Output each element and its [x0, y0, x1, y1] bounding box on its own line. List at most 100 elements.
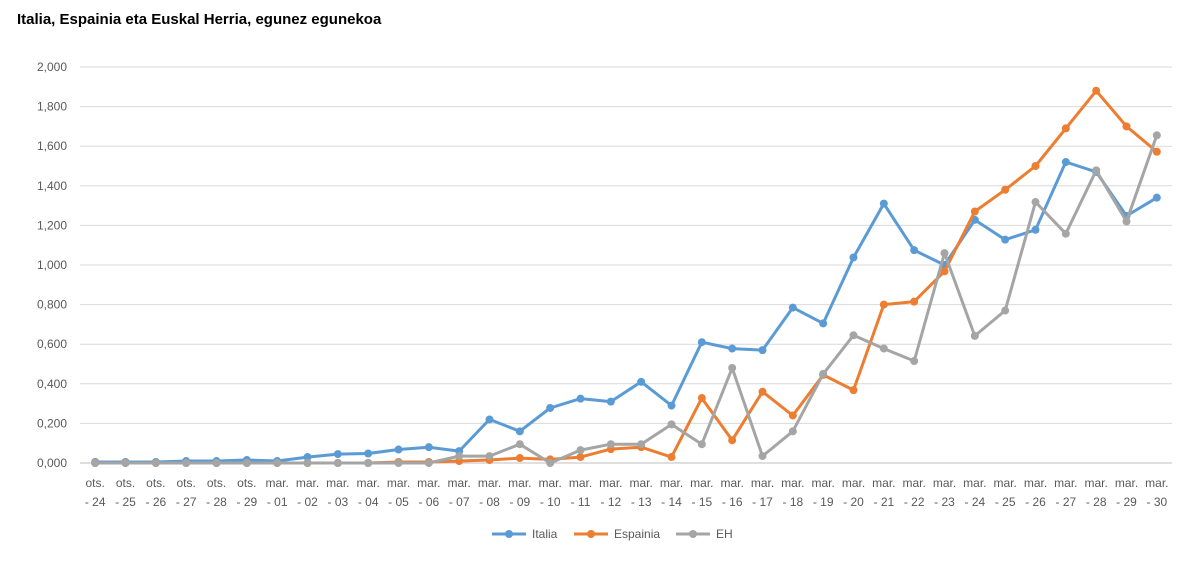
x-tick-label: - 02: [297, 495, 318, 509]
data-point: [515, 440, 524, 449]
data-point: [637, 377, 646, 386]
x-tick-label: - 06: [418, 495, 439, 509]
x-tick-label: mar.: [569, 476, 592, 490]
x-tick-label: mar.: [326, 476, 349, 490]
x-tick-label: mar.: [933, 476, 956, 490]
data-point: [1061, 124, 1070, 133]
x-tick-label: ots.: [176, 476, 195, 490]
legend-label: Espainia: [614, 527, 660, 541]
data-point: [819, 319, 828, 328]
data-point: [121, 459, 130, 467]
data-point: [910, 297, 919, 306]
x-tick-label: ots.: [207, 476, 226, 490]
x-tick-label: - 07: [449, 495, 470, 509]
x-tick-label: - 04: [358, 495, 379, 509]
data-point: [1122, 217, 1131, 226]
x-tick-label: - 25: [115, 495, 136, 509]
data-point: [849, 253, 858, 262]
series-line: [95, 160, 1158, 464]
data-point: [333, 459, 342, 467]
data-point: [788, 303, 797, 312]
data-point: [1031, 198, 1040, 207]
data-point: [788, 427, 797, 436]
legend-marker: [689, 530, 697, 538]
y-tick-label: 2,000: [37, 60, 67, 74]
data-point: [182, 459, 191, 467]
y-tick-label: 0,400: [37, 377, 67, 391]
data-point: [1092, 166, 1101, 175]
data-point: [576, 446, 585, 455]
data-point: [273, 459, 282, 467]
data-point: [728, 436, 737, 445]
y-tick-label: 1,200: [37, 218, 67, 232]
x-tick-label: - 29: [1116, 495, 1137, 509]
data-point: [970, 331, 979, 340]
x-tick-label: - 19: [813, 495, 834, 509]
x-tick-label: - 24: [964, 495, 985, 509]
x-tick-label: - 23: [934, 495, 955, 509]
data-point: [606, 397, 615, 406]
x-tick-label: mar.: [781, 476, 804, 490]
data-point: [364, 449, 373, 458]
x-tick-label: - 15: [691, 495, 712, 509]
x-tick-label: - 20: [843, 495, 864, 509]
x-tick-label: mar.: [902, 476, 925, 490]
legend-marker: [587, 530, 595, 538]
x-tick-label: - 03: [327, 495, 348, 509]
series-eh: [91, 131, 1161, 467]
x-tick-label: - 12: [600, 495, 621, 509]
series-lines: [91, 86, 1161, 467]
y-tick-label: 1,600: [37, 139, 67, 153]
x-tick-label: - 22: [904, 495, 925, 509]
data-point: [1001, 185, 1010, 194]
data-point: [879, 199, 888, 208]
data-point: [394, 459, 403, 467]
data-point: [758, 452, 767, 461]
data-point: [1092, 86, 1101, 95]
x-tick-label: - 09: [509, 495, 530, 509]
y-tick-label: 0,000: [37, 456, 67, 470]
data-point: [515, 454, 524, 463]
data-point: [424, 443, 433, 452]
data-point: [697, 394, 706, 403]
x-tick-label: - 28: [1086, 495, 1107, 509]
x-tick-label: mar.: [508, 476, 531, 490]
x-tick-label: mar.: [538, 476, 561, 490]
x-tick-label: - 16: [722, 495, 743, 509]
data-point: [940, 267, 949, 276]
x-tick-label: - 17: [752, 495, 773, 509]
data-point: [728, 344, 737, 353]
data-point: [455, 452, 464, 461]
legend: Italia Espainia EH: [492, 527, 733, 541]
data-point: [758, 387, 767, 396]
x-tick-label: mar.: [356, 476, 379, 490]
x-tick-label: - 13: [631, 495, 652, 509]
data-point: [151, 459, 160, 467]
data-point: [758, 346, 767, 355]
x-tick-label: mar.: [599, 476, 622, 490]
x-tick-label: mar.: [1054, 476, 1077, 490]
data-point: [303, 453, 312, 462]
data-point: [849, 331, 858, 340]
data-point: [91, 459, 100, 467]
y-tick-label: 1,400: [37, 179, 67, 193]
x-tick-label: mar.: [720, 476, 743, 490]
data-point: [728, 363, 737, 372]
data-point: [1061, 229, 1070, 238]
x-tick-label: mar.: [296, 476, 319, 490]
data-point: [212, 459, 221, 467]
x-tick-label: - 29: [236, 495, 257, 509]
data-point: [546, 403, 555, 412]
x-tick-label: ots.: [237, 476, 256, 490]
x-tick-label: mar.: [872, 476, 895, 490]
x-tick-label: - 21: [873, 495, 894, 509]
legend-label: EH: [716, 527, 733, 541]
data-point: [424, 459, 433, 467]
data-point: [1152, 193, 1161, 202]
data-point: [879, 300, 888, 309]
data-point: [485, 452, 494, 461]
data-point: [546, 459, 555, 467]
x-tick-label: mar.: [629, 476, 652, 490]
x-tick-label: - 14: [661, 495, 682, 509]
